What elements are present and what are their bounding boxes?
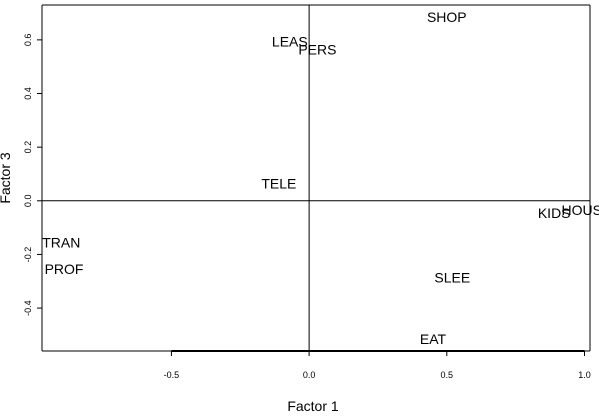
point-label-tele: TELE [261,175,296,191]
y-tick-label: -0.2 [23,247,33,263]
y-tick-label: 0.0 [23,195,33,208]
point-label-tran: TRAN [42,234,80,250]
y-tick-label: 0.6 [23,34,33,47]
y-tick-label: 0.4 [23,87,33,100]
x-axis-title: Factor 1 [287,398,339,414]
point-label-hous: HOUS [562,202,599,218]
x-tick-label: 0.5 [441,370,454,380]
point-label-pers: PERS [298,41,336,57]
point-label-kids: KIDS [538,205,571,221]
x-tick-label: 0.0 [303,370,316,380]
y-tick-label: -0.4 [23,300,33,316]
point-label-leas: LEAS [272,33,308,49]
x-tick-label: 1.0 [578,370,591,380]
x-axis-ticks: -0.5 0.0 0.5 1.0 [164,351,591,380]
y-tick-label: 0.2 [23,141,33,154]
point-label-slee: SLEE [434,269,470,285]
x-tick-label: -0.5 [164,370,180,380]
point-label-eat: EAT [420,331,447,347]
point-label-shop: SHOP [427,9,467,25]
y-axis-ticks: -0.4 -0.2 0.0 0.2 0.4 0.6 [23,34,42,316]
y-axis-title: Factor 3 [0,152,13,204]
point-label-prof: PROF [45,261,84,277]
